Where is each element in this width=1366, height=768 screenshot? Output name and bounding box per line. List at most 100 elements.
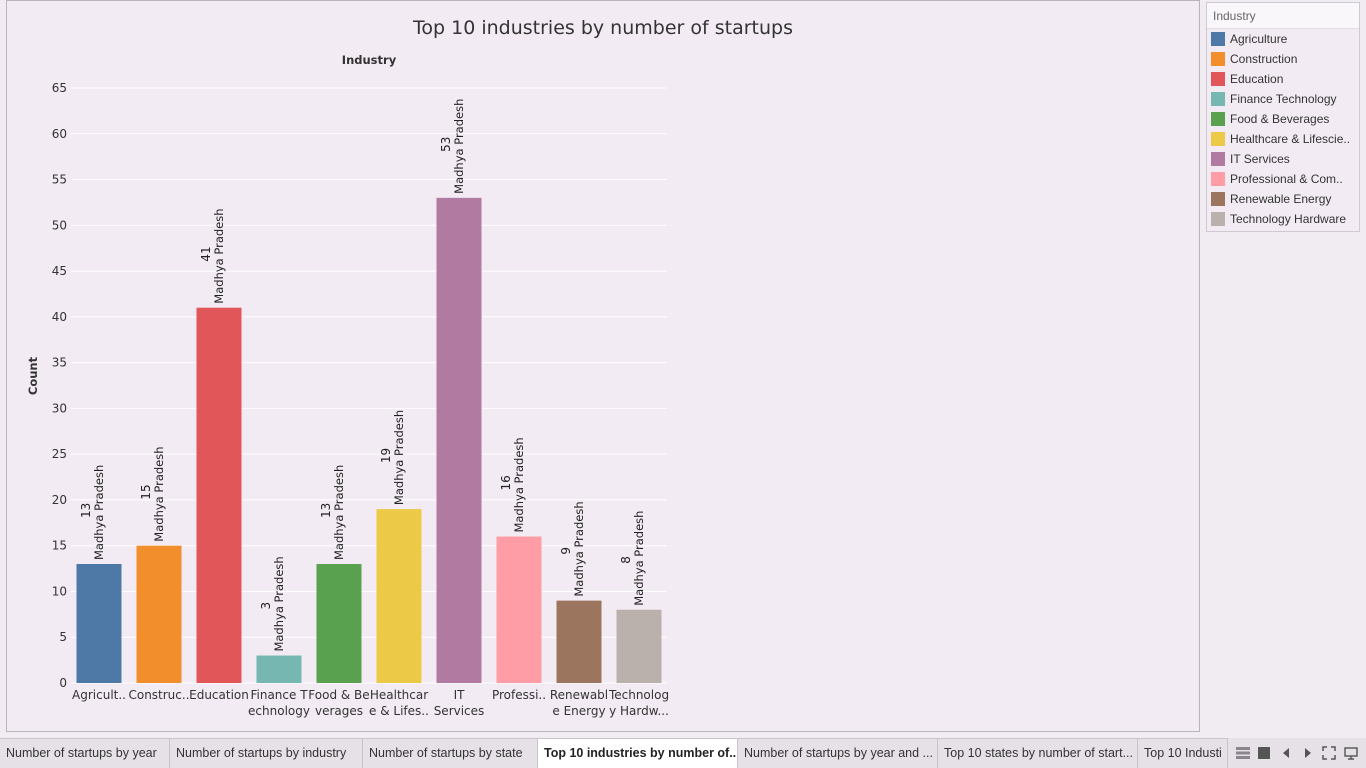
bar-value-label: 8: [619, 556, 633, 564]
sheet-tab[interactable]: Top 10 states by number of start...: [938, 739, 1138, 768]
next-sheet-icon[interactable]: [1300, 745, 1316, 761]
x-tick-label: IT: [454, 688, 466, 702]
previous-sheet-icon[interactable]: [1278, 745, 1294, 761]
bar-value-label: 13: [79, 503, 93, 518]
bar-state-label: Madhya Pradesh: [152, 446, 166, 541]
y-tick-label: 60: [52, 127, 67, 141]
bar-chart: Top 10 industries by number of startups I…: [26, 17, 793, 718]
y-tick-label: 20: [52, 493, 67, 507]
legend-label: Renewable Energy: [1230, 192, 1332, 206]
x-tick-label: Education: [189, 688, 249, 702]
bar: [76, 564, 122, 683]
legend-swatch: [1211, 92, 1225, 106]
x-tick-label: Healthcar: [370, 688, 428, 702]
bar-state-label: Madhya Pradesh: [452, 99, 466, 194]
y-tick-label: 25: [52, 447, 67, 461]
legend-label: Education: [1230, 72, 1284, 86]
legend-item[interactable]: Construction: [1207, 49, 1359, 69]
bar: [376, 509, 422, 683]
bar: [136, 545, 182, 683]
bar-value-label: 16: [499, 475, 513, 490]
legend-swatch: [1211, 132, 1225, 146]
bar: [496, 536, 542, 683]
sheet-tab[interactable]: Number of startups by state: [363, 739, 538, 768]
bar-state-label: Madhya Pradesh: [392, 410, 406, 505]
legend-label: Finance Technology: [1230, 92, 1337, 106]
x-tick-label: Agricult..: [72, 688, 126, 702]
y-tick-label: 40: [52, 310, 67, 324]
bar: [316, 564, 362, 683]
legend-label: Professional & Com..: [1230, 172, 1343, 186]
legend-item[interactable]: Education: [1207, 69, 1359, 89]
bar-value-label: 41: [199, 246, 213, 261]
legend-swatch: [1211, 212, 1225, 226]
legend-item[interactable]: IT Services: [1207, 149, 1359, 169]
bar-state-label: Madhya Pradesh: [572, 501, 586, 596]
bar: [556, 600, 602, 683]
bar-value-label: 9: [559, 547, 573, 555]
x-tick-label: Food & Be: [308, 688, 369, 702]
bar-state-label: Madhya Pradesh: [212, 208, 226, 303]
legend-item[interactable]: Healthcare & Lifescie..: [1207, 129, 1359, 149]
legend-swatch: [1211, 112, 1225, 126]
x-tick-label: Finance T: [250, 688, 308, 702]
y-axis-label: Count: [26, 356, 40, 395]
legend-swatch: [1211, 52, 1225, 66]
legend[interactable]: Industry Agriculture Construction Educatio…: [1206, 2, 1360, 232]
legend-item[interactable]: Professional & Com..: [1207, 169, 1359, 189]
tab-controls: [1228, 738, 1366, 768]
bar: [436, 197, 482, 683]
x-tick-label: Technolog: [608, 688, 669, 702]
fullscreen-icon[interactable]: [1321, 745, 1337, 761]
bar-value-label: 53: [439, 137, 453, 152]
y-tick-label: 15: [52, 539, 67, 553]
legend-swatch: [1211, 152, 1225, 166]
legend-item[interactable]: Food & Beverages: [1207, 109, 1359, 129]
bar: [256, 655, 302, 683]
legend-label: Technology Hardware: [1230, 212, 1347, 226]
legend-swatch: [1211, 192, 1225, 206]
y-tick-label: 30: [52, 401, 67, 415]
legend-item[interactable]: Technology Hardware: [1207, 209, 1359, 229]
bar: [616, 609, 662, 683]
x-tick-label-line2: verages: [315, 704, 363, 718]
legend-item[interactable]: Finance Technology: [1207, 89, 1359, 109]
legend-label: Food & Beverages: [1230, 112, 1330, 126]
legend-item[interactable]: Agriculture: [1207, 29, 1359, 49]
presentation-mode-icon[interactable]: [1343, 745, 1359, 761]
sheet-tab[interactable]: Top 10 industries by number of...: [538, 739, 738, 768]
legend-item[interactable]: Renewable Energy: [1207, 189, 1359, 209]
sheet-tab[interactable]: Top 10 Industi: [1138, 739, 1228, 768]
y-tick-label: 5: [59, 630, 67, 644]
sheet-tab-bar: Number of startups by year Number of star…: [0, 738, 1366, 768]
sheet-tab[interactable]: Number of startups by year: [0, 739, 170, 768]
filmstrip-view-icon[interactable]: [1235, 745, 1251, 761]
x-tick-label-line2: e & Lifes..: [369, 704, 429, 718]
single-view-icon[interactable]: [1256, 745, 1272, 761]
y-tick-label: 10: [52, 584, 67, 598]
legend-label: Agriculture: [1230, 32, 1288, 46]
bar: [196, 307, 242, 683]
column-header: Industry: [342, 53, 397, 67]
bar-value-label: 19: [379, 448, 393, 463]
sheet-tab[interactable]: Number of startups by year and ...: [738, 739, 938, 768]
bar-state-label: Madhya Pradesh: [632, 511, 646, 606]
legend-swatch: [1211, 32, 1225, 46]
bar-state-label: Madhya Pradesh: [92, 465, 106, 560]
bar-state-label: Madhya Pradesh: [332, 465, 346, 560]
bar-state-label: Madhya Pradesh: [272, 556, 286, 651]
legend-swatch: [1211, 172, 1225, 186]
x-tick-label: Construc..: [128, 688, 189, 702]
y-tick-label: 45: [52, 264, 67, 278]
sheet-tab[interactable]: Number of startups by industry: [170, 739, 363, 768]
y-tick-label: 50: [52, 218, 67, 232]
legend-title: Industry: [1207, 3, 1359, 29]
legend-label: IT Services: [1230, 152, 1290, 166]
legend-swatch: [1211, 72, 1225, 86]
legend-label: Healthcare & Lifescie..: [1230, 132, 1351, 146]
y-tick-label: 35: [52, 356, 67, 370]
x-tick-label: Renewabl: [550, 688, 608, 702]
bar-value-label: 13: [319, 503, 333, 518]
chart-title: Top 10 industries by number of startups: [412, 17, 793, 39]
